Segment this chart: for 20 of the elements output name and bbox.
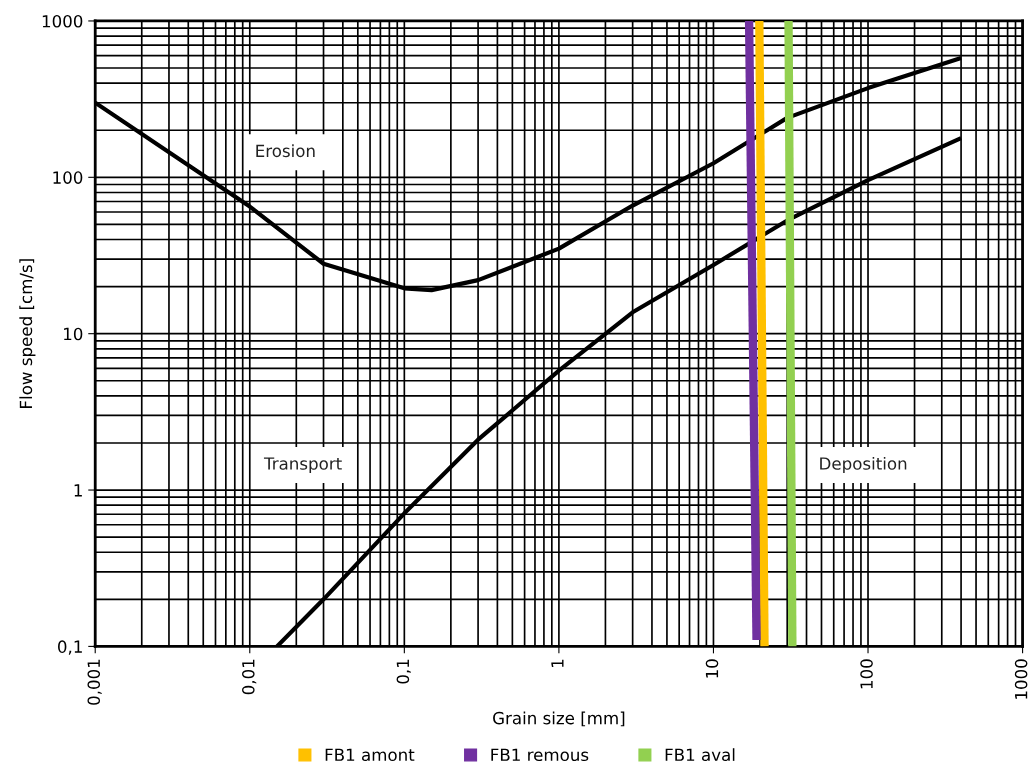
annotation: Erosion bbox=[256, 144, 315, 158]
annotation: Deposition bbox=[820, 456, 907, 474]
legend-label: FB1 aval bbox=[665, 748, 735, 762]
x-tick-label: 0,1 bbox=[396, 659, 411, 684]
x-tick-label: 0,01 bbox=[242, 659, 257, 695]
y-tick-label: 1000 bbox=[42, 14, 83, 28]
x-tick-label: 100 bbox=[860, 659, 873, 689]
y-tick-label: 1 bbox=[74, 484, 82, 497]
x-tick-label: 10 bbox=[705, 659, 719, 678]
y-axis-title: Flow speed [cm/s] bbox=[19, 259, 36, 408]
legend-label: FB1 remous bbox=[491, 748, 589, 762]
x-tick-label: 1000 bbox=[1014, 659, 1028, 699]
legend-label: FB1 amont bbox=[325, 748, 415, 762]
y-tick-label: 0,1 bbox=[58, 640, 82, 655]
x-tick-label: 0,001 bbox=[87, 659, 102, 705]
y-tick-label: 100 bbox=[53, 171, 83, 184]
y-tick-label: 10 bbox=[64, 327, 83, 341]
x-tick-label: 1 bbox=[551, 659, 564, 667]
x-axis-title: Grain size [mm] bbox=[493, 711, 625, 727]
annotation: Transport bbox=[263, 457, 342, 474]
